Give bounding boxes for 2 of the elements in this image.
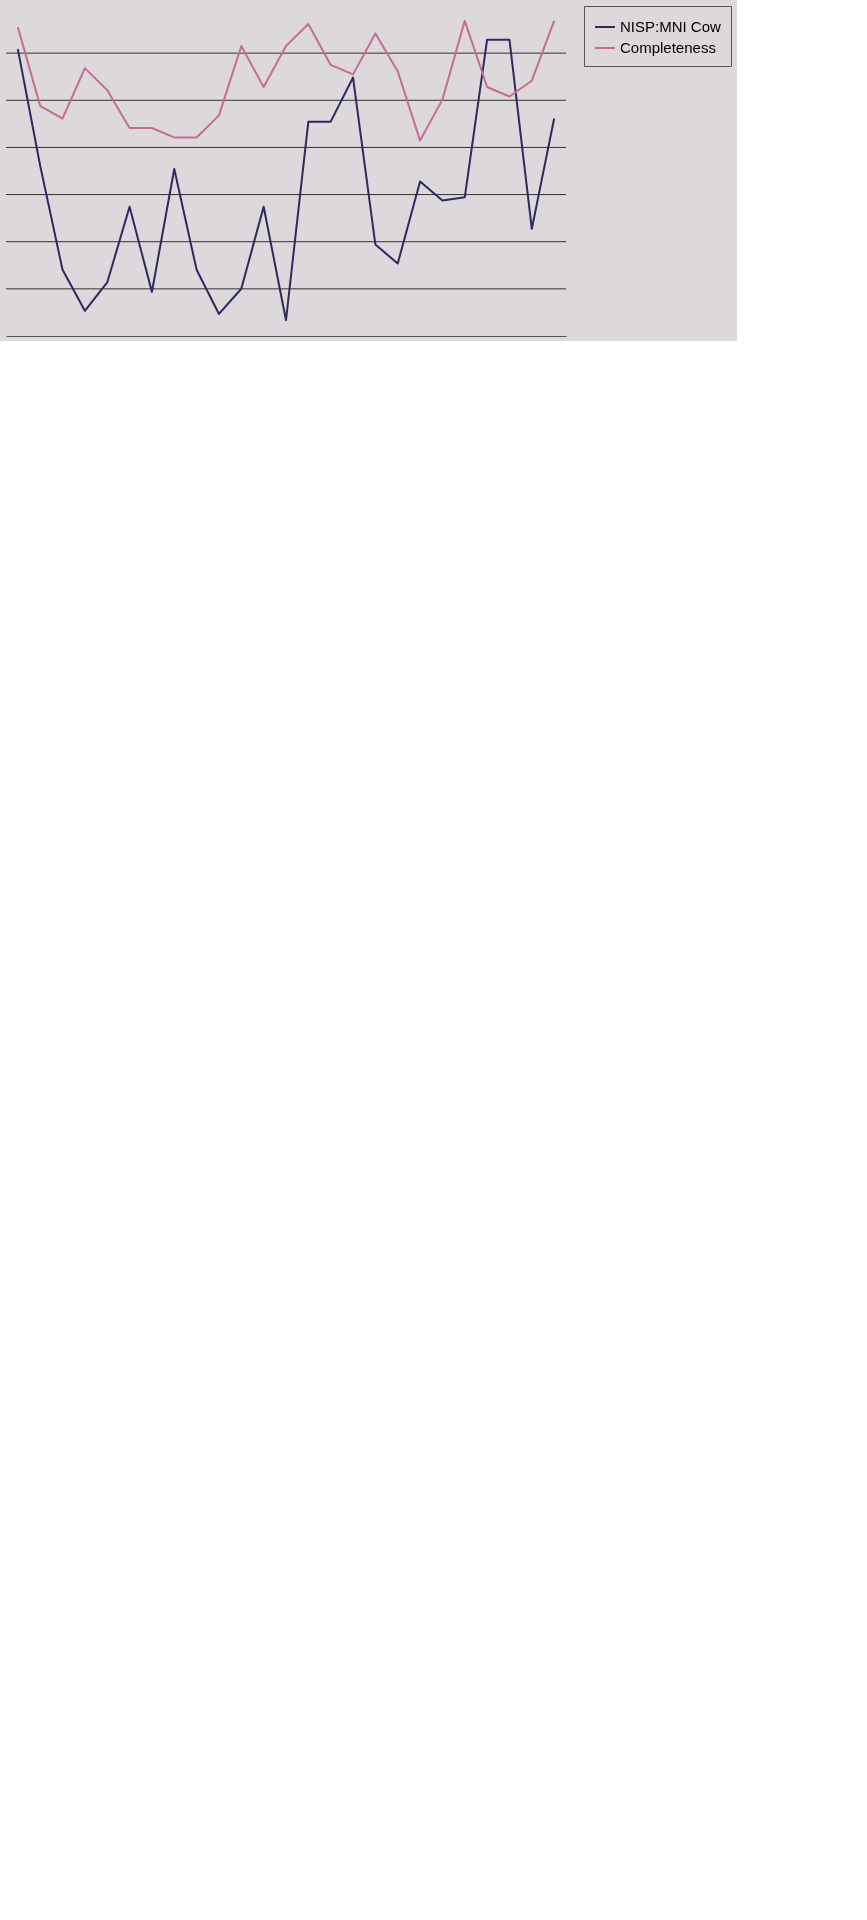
legend-label: Completeness — [620, 39, 716, 56]
legend-label: NISP:MNI Cow — [620, 18, 722, 35]
